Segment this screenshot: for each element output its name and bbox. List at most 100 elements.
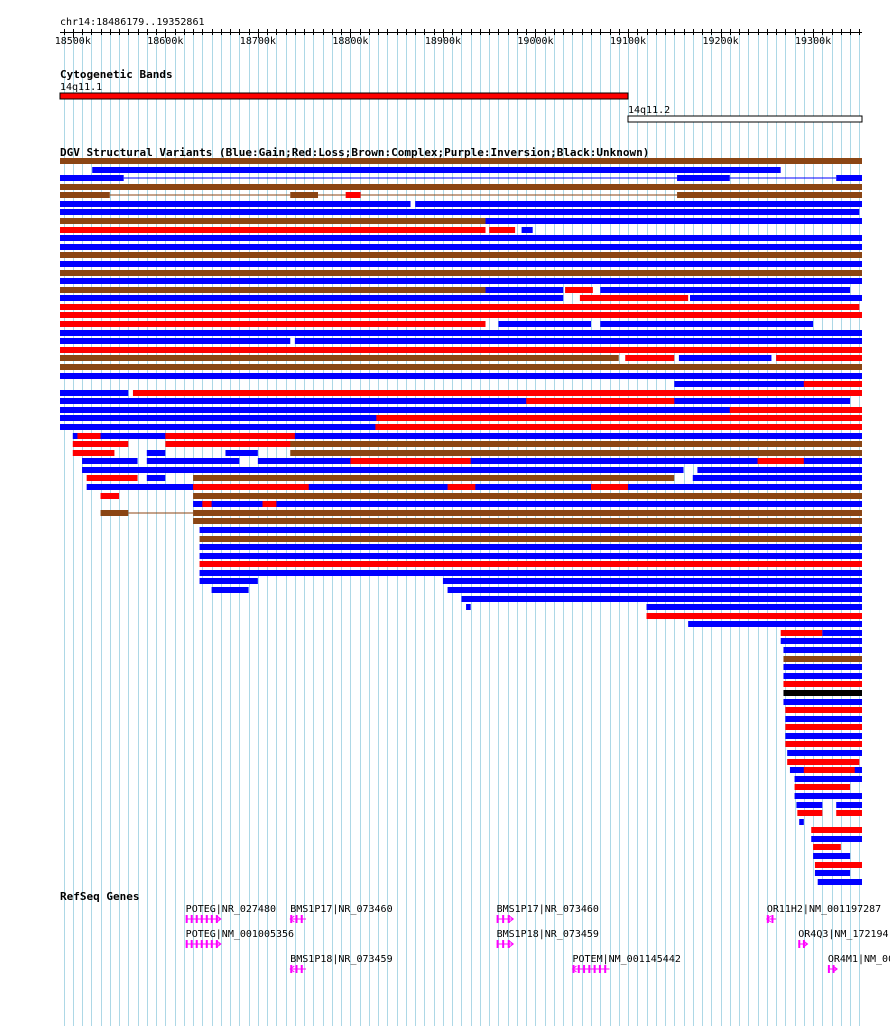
dgv-variant-complex[interactable] — [290, 441, 862, 447]
dgv-variant-row[interactable] — [60, 424, 862, 430]
dgv-variant-loss[interactable] — [60, 347, 862, 353]
refseq-gene[interactable]: OR11H2|NM_001197287 — [765, 904, 881, 923]
dgv-variant-gain[interactable] — [60, 261, 862, 267]
dgv-variant-row[interactable] — [86, 475, 862, 481]
dgv-variant-gain[interactable] — [199, 553, 863, 559]
dgv-variant-row[interactable] — [60, 201, 862, 207]
dgv-variant-gain[interactable] — [794, 776, 862, 782]
dgv-variant-loss[interactable] — [811, 827, 862, 833]
dgv-variant-gain[interactable] — [811, 836, 862, 842]
dgv-variant-gain[interactable] — [60, 209, 860, 215]
dgv-variant-row[interactable] — [82, 458, 862, 464]
dgv-variant-loss[interactable] — [757, 458, 804, 464]
dgv-variant-gain[interactable] — [498, 321, 591, 327]
dgv-variant-row[interactable] — [60, 158, 862, 164]
dgv-variant-row[interactable] — [60, 227, 533, 233]
dgv-variant-gain[interactable] — [146, 475, 166, 481]
dgv-variant-loss[interactable] — [447, 484, 476, 490]
dgv-variant-row[interactable] — [785, 724, 862, 730]
dgv-variant-gain[interactable] — [646, 604, 862, 610]
dgv-variant-row[interactable] — [72, 441, 862, 447]
dgv-variant-complex[interactable] — [193, 493, 862, 499]
dgv-variant-row[interactable] — [60, 364, 862, 370]
dgv-variant-gain[interactable] — [814, 870, 851, 876]
dgv-variant-gain[interactable] — [836, 802, 862, 808]
dgv-variant-loss[interactable] — [785, 724, 862, 730]
dgv-variant-gain[interactable] — [600, 321, 814, 327]
dgv-variant-gain[interactable] — [60, 330, 862, 336]
dgv-variant-gain[interactable] — [60, 244, 862, 250]
cytoband-14q11.2[interactable] — [627, 115, 863, 123]
dgv-variant-row[interactable] — [100, 510, 862, 516]
refseq-gene[interactable]: BMS1P18|NR_073459 — [289, 954, 393, 973]
dgv-variant-loss[interactable] — [646, 613, 862, 619]
dgv-variant-gain[interactable] — [60, 398, 851, 404]
dgv-variant-gain[interactable] — [199, 527, 863, 533]
dgv-variant-row[interactable] — [100, 493, 862, 499]
dgv-variant-gain[interactable] — [783, 647, 862, 653]
dgv-variant-gain[interactable] — [690, 295, 862, 301]
dgv-variant-gain[interactable] — [600, 287, 851, 293]
dgv-variant-gain[interactable] — [199, 570, 863, 576]
dgv-variant-row[interactable] — [60, 261, 862, 267]
dgv-variant-complex[interactable] — [290, 192, 319, 198]
dgv-variant-row[interactable] — [814, 862, 862, 868]
dgv-variant-loss[interactable] — [803, 767, 855, 773]
dgv-variant-row[interactable] — [813, 853, 851, 859]
dgv-variant-complex[interactable] — [60, 218, 486, 224]
dgv-variant-gain[interactable] — [294, 338, 862, 344]
dgv-track[interactable]: DGV Structural Variants (Blue:Gain;Red:L… — [60, 146, 863, 885]
dgv-variant-row[interactable] — [780, 630, 862, 636]
dgv-variant-row[interactable] — [60, 270, 862, 276]
dgv-variant-row[interactable] — [199, 536, 863, 542]
dgv-variant-gain[interactable] — [415, 201, 862, 207]
dgv-variant-loss[interactable] — [100, 493, 120, 499]
dgv-variant-gain[interactable] — [783, 664, 862, 670]
dgv-variant-row[interactable] — [787, 759, 860, 765]
dgv-variant-complex[interactable] — [60, 270, 862, 276]
dgv-variant-loss[interactable] — [729, 407, 862, 413]
dgv-variant-gain[interactable] — [447, 587, 862, 593]
dgv-variant-loss[interactable] — [785, 707, 862, 713]
dgv-variant-row[interactable] — [785, 733, 862, 739]
dgv-variant-gain[interactable] — [836, 175, 862, 181]
dgv-variant-complex[interactable] — [193, 518, 862, 524]
dgv-variant-gain[interactable] — [677, 175, 730, 181]
dgv-variant-loss[interactable] — [60, 304, 860, 310]
dgv-variant-row[interactable] — [60, 355, 862, 361]
dgv-variant-row[interactable] — [60, 175, 862, 181]
dgv-variant-gain[interactable] — [813, 853, 851, 859]
dgv-variant-gain[interactable] — [783, 673, 862, 679]
dgv-variant-gain[interactable] — [485, 218, 862, 224]
dgv-variant-gain[interactable] — [82, 467, 684, 473]
dgv-variant-loss[interactable] — [345, 192, 361, 198]
dgv-variant-gain[interactable] — [674, 381, 862, 387]
dgv-variant-gain[interactable] — [794, 793, 862, 799]
dgv-variant-complex[interactable] — [60, 192, 110, 198]
dgv-variant-row[interactable] — [60, 390, 862, 396]
dgv-variant-row[interactable] — [783, 647, 862, 653]
dgv-variant-loss[interactable] — [797, 810, 823, 816]
dgv-variant-row[interactable] — [72, 450, 862, 456]
dgv-variant-row[interactable] — [794, 776, 862, 782]
dgv-variant-row[interactable] — [60, 192, 862, 198]
dgv-variant-loss[interactable] — [72, 450, 115, 456]
dgv-variant-gain[interactable] — [60, 278, 862, 284]
dgv-variant-row[interactable] — [60, 347, 862, 353]
dgv-variant-loss[interactable] — [199, 561, 863, 567]
dgv-variant-gain[interactable] — [521, 227, 533, 233]
dgv-variant-loss[interactable] — [579, 295, 689, 301]
dgv-variant-loss[interactable] — [590, 484, 629, 490]
dgv-variant-complex[interactable] — [193, 510, 862, 516]
dgv-variant-loss[interactable] — [489, 227, 516, 233]
dgv-variant-loss[interactable] — [776, 355, 862, 361]
dgv-variant-loss[interactable] — [565, 287, 593, 293]
dgv-variant-loss[interactable] — [803, 381, 862, 387]
dgv-variant-loss[interactable] — [836, 810, 862, 816]
dgv-variant-complex[interactable] — [60, 364, 862, 370]
refseq-gene[interactable]: BMS1P17|NR_073460 — [496, 904, 599, 923]
dgv-variant-complex[interactable] — [60, 287, 486, 293]
dgv-variant-row[interactable] — [60, 312, 862, 318]
dgv-variant-loss[interactable] — [813, 844, 841, 850]
